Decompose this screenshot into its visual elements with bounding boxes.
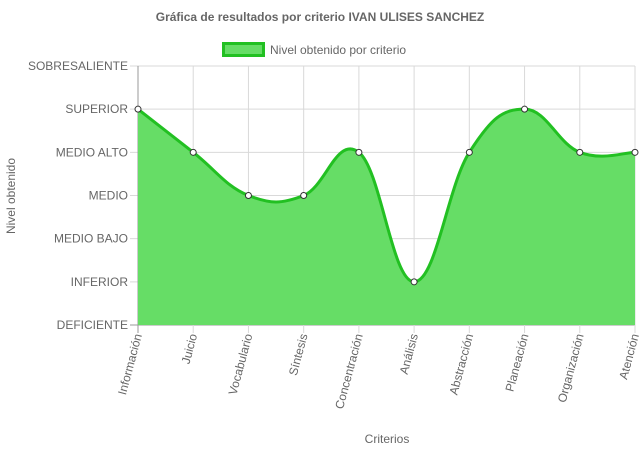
legend[interactable]: Nivel obtenido por criterio (222, 42, 407, 57)
x-axis-ticks: Información Juicio Vocabulario Síntesis Conc… (115, 332, 639, 411)
x-axis-title: Criterios (365, 432, 410, 446)
x-tick-label: Vocabulario (226, 332, 256, 397)
chart-title: Gráfica de resultados por criterio IVAN … (156, 10, 485, 24)
x-tick-label: Atención (616, 332, 639, 381)
series-line (137, 107, 636, 284)
data-point[interactable] (465, 148, 473, 156)
data-point[interactable] (576, 148, 584, 156)
series-points (134, 105, 639, 286)
data-point[interactable] (300, 192, 308, 199)
x-tick-label: Análisis (397, 332, 421, 376)
x-tick-label: Planeación (503, 332, 532, 393)
data-point[interactable] (355, 148, 363, 156)
legend-label[interactable]: Nivel obtenido por criterio (270, 43, 406, 57)
data-point[interactable] (134, 105, 142, 113)
y-tick-label: DEFICIENTE (57, 318, 128, 332)
y-axis-title: Nivel obtenido (4, 158, 18, 234)
x-tick-label: Información (115, 332, 145, 396)
x-tick-label: Concentración (332, 332, 366, 410)
x-tick-label: Síntesis (286, 332, 311, 377)
y-tick-label: MEDIO BAJO (54, 232, 128, 246)
y-tick-label: INFERIOR (71, 275, 129, 289)
y-tick-label: MEDIO ALTO (56, 145, 128, 159)
data-point[interactable] (189, 148, 197, 156)
x-tick-label: Abstracción (446, 332, 476, 396)
x-tick-label: Organización (555, 332, 587, 404)
data-point[interactable] (631, 148, 639, 156)
y-tick-label: MEDIO (89, 189, 128, 203)
data-point[interactable] (410, 278, 418, 286)
y-tick-label: SUPERIOR (65, 102, 128, 116)
x-tick-label: Juicio (179, 332, 201, 366)
legend-swatch[interactable] (222, 42, 265, 57)
data-point[interactable] (244, 192, 252, 199)
data-point[interactable] (521, 105, 529, 113)
y-axis-ticks: DEFICIENTE INFERIOR MEDIO BAJO MEDIO MEDIO A… (28, 59, 128, 332)
series-area-fill (138, 109, 635, 326)
y-tick-label: SOBRESALIENTE (28, 59, 128, 73)
